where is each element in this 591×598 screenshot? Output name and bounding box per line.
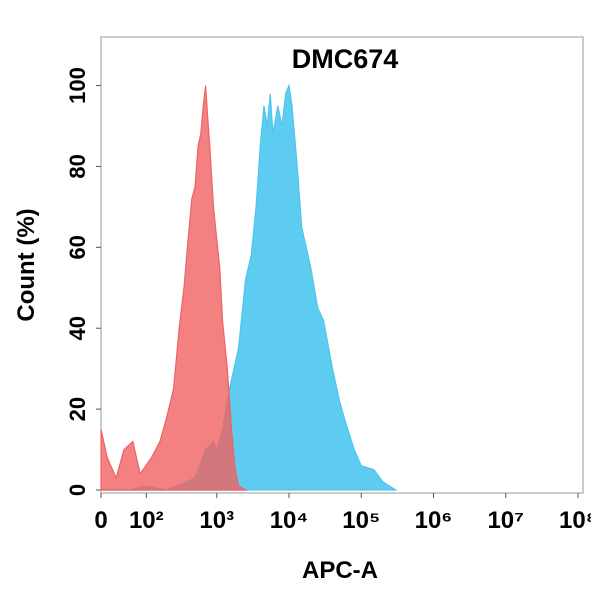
x-tick-label: 10⁶	[415, 507, 453, 534]
x-axis-label: APC-A	[302, 557, 378, 584]
x-tick-label: 0	[94, 507, 107, 534]
plot-frame	[100, 36, 584, 494]
x-tick-label: 10⁴	[270, 507, 309, 534]
x-tick-label: 10⁵	[342, 507, 380, 534]
y-tick-label: 20	[65, 397, 90, 421]
x-tick-label: 10³	[199, 507, 234, 534]
y-tick-label: 0	[65, 484, 90, 496]
x-tick-label: 10²	[129, 507, 164, 534]
histogram-area	[100, 85, 248, 491]
chart-title: DMC674	[292, 44, 399, 74]
y-tick-label: 60	[65, 235, 90, 259]
histogram-area	[101, 83, 398, 491]
x-tick-label: 10⁸	[559, 507, 591, 534]
y-tick-label: 80	[65, 154, 90, 178]
y-tick-label: 40	[65, 316, 90, 340]
x-tick-label: 10⁷	[487, 507, 524, 534]
y-tick-label: 100	[65, 67, 90, 104]
y-axis-label: Count (%)	[13, 208, 40, 321]
